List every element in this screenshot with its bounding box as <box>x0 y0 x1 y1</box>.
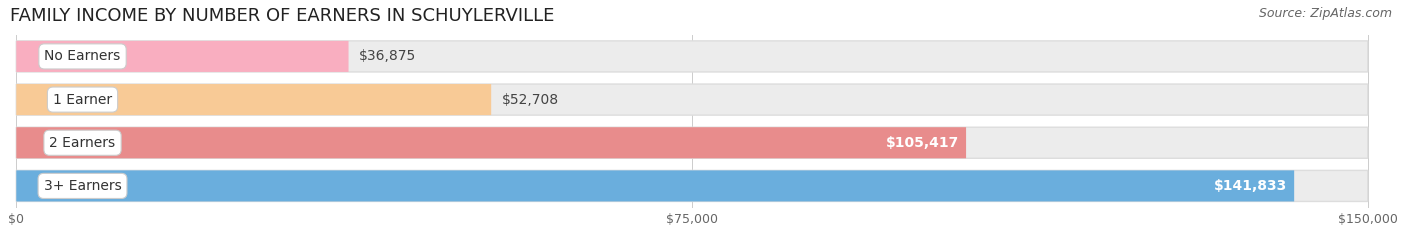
FancyBboxPatch shape <box>17 170 1294 202</box>
Text: $52,708: $52,708 <box>502 93 560 106</box>
FancyBboxPatch shape <box>17 170 1368 202</box>
FancyBboxPatch shape <box>17 127 1368 158</box>
Text: 3+ Earners: 3+ Earners <box>44 179 121 193</box>
FancyBboxPatch shape <box>17 84 491 115</box>
FancyBboxPatch shape <box>17 41 1368 72</box>
FancyBboxPatch shape <box>17 127 966 158</box>
Text: 2 Earners: 2 Earners <box>49 136 115 150</box>
Text: No Earners: No Earners <box>45 49 121 63</box>
FancyBboxPatch shape <box>17 84 1368 115</box>
Text: $36,875: $36,875 <box>360 49 416 63</box>
Text: $141,833: $141,833 <box>1215 179 1288 193</box>
FancyBboxPatch shape <box>17 41 349 72</box>
Text: FAMILY INCOME BY NUMBER OF EARNERS IN SCHUYLERVILLE: FAMILY INCOME BY NUMBER OF EARNERS IN SC… <box>10 7 554 25</box>
Text: 1 Earner: 1 Earner <box>53 93 112 106</box>
Text: $105,417: $105,417 <box>886 136 959 150</box>
Text: Source: ZipAtlas.com: Source: ZipAtlas.com <box>1258 7 1392 20</box>
